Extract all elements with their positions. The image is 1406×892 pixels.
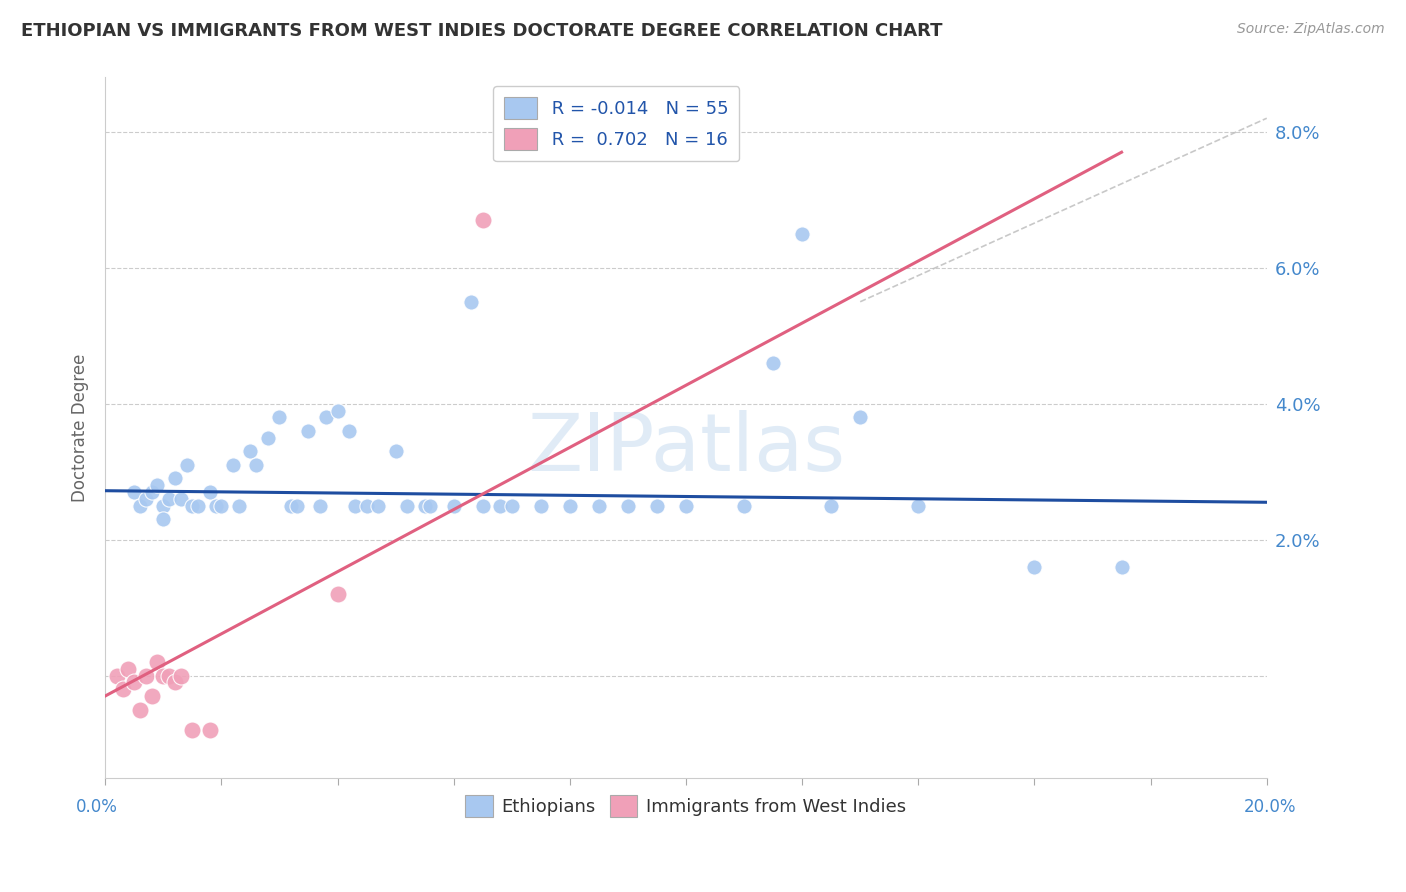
Point: [141, 689, 163, 703]
Point: [356, 499, 378, 513]
Point: [558, 499, 581, 513]
Point: [111, 682, 134, 697]
Point: [343, 499, 366, 513]
Point: [326, 587, 349, 601]
Point: [396, 499, 419, 513]
Text: ETHIOPIAN VS IMMIGRANTS FROM WEST INDIES DOCTORATE DEGREE CORRELATION CHART: ETHIOPIAN VS IMMIGRANTS FROM WEST INDIES…: [21, 22, 942, 40]
Point: [198, 723, 221, 737]
Point: [419, 499, 441, 513]
Point: [152, 512, 174, 526]
Point: [204, 499, 226, 513]
Point: [309, 499, 332, 513]
Legend: Ethiopians, Immigrants from West Indies: Ethiopians, Immigrants from West Indies: [458, 788, 914, 824]
Point: [163, 675, 186, 690]
Text: Source: ZipAtlas.com: Source: ZipAtlas.com: [1237, 22, 1385, 37]
Point: [198, 485, 221, 500]
Point: [471, 499, 494, 513]
Point: [181, 723, 204, 737]
Point: [501, 499, 523, 513]
Point: [645, 499, 668, 513]
Text: ZIPatlas: ZIPatlas: [527, 409, 845, 488]
Point: [315, 410, 337, 425]
Point: [146, 655, 169, 669]
Point: [157, 668, 180, 682]
Point: [1111, 559, 1133, 574]
Point: [152, 668, 174, 682]
Point: [146, 478, 169, 492]
Point: [384, 444, 406, 458]
Text: 20.0%: 20.0%: [1243, 798, 1296, 816]
Point: [157, 491, 180, 506]
Text: 0.0%: 0.0%: [76, 798, 118, 816]
Point: [209, 499, 232, 513]
Point: [280, 499, 302, 513]
Point: [413, 499, 436, 513]
Point: [122, 675, 145, 690]
Point: [163, 471, 186, 485]
Point: [762, 356, 785, 370]
Point: [141, 485, 163, 500]
Y-axis label: Doctorate Degree: Doctorate Degree: [72, 353, 89, 501]
Point: [135, 491, 157, 506]
Point: [269, 410, 291, 425]
Point: [256, 431, 278, 445]
Point: [588, 499, 610, 513]
Point: [367, 499, 389, 513]
Point: [181, 499, 204, 513]
Point: [129, 703, 152, 717]
Point: [733, 499, 755, 513]
Point: [297, 424, 319, 438]
Point: [489, 499, 512, 513]
Point: [176, 458, 198, 472]
Point: [228, 499, 250, 513]
Point: [849, 410, 872, 425]
Point: [443, 499, 465, 513]
Point: [326, 403, 349, 417]
Point: [105, 668, 128, 682]
Point: [135, 668, 157, 682]
Point: [617, 499, 640, 513]
Point: [1024, 559, 1046, 574]
Point: [471, 213, 494, 227]
Point: [129, 499, 152, 513]
Point: [152, 499, 174, 513]
Point: [820, 499, 842, 513]
Point: [337, 424, 360, 438]
Point: [117, 662, 139, 676]
Point: [792, 227, 814, 241]
Point: [187, 499, 209, 513]
Point: [122, 485, 145, 500]
Point: [239, 444, 262, 458]
Point: [460, 294, 482, 309]
Point: [245, 458, 267, 472]
Point: [675, 499, 697, 513]
Point: [907, 499, 929, 513]
Point: [170, 668, 193, 682]
Point: [222, 458, 245, 472]
Point: [530, 499, 553, 513]
Point: [170, 491, 193, 506]
Point: [285, 499, 308, 513]
